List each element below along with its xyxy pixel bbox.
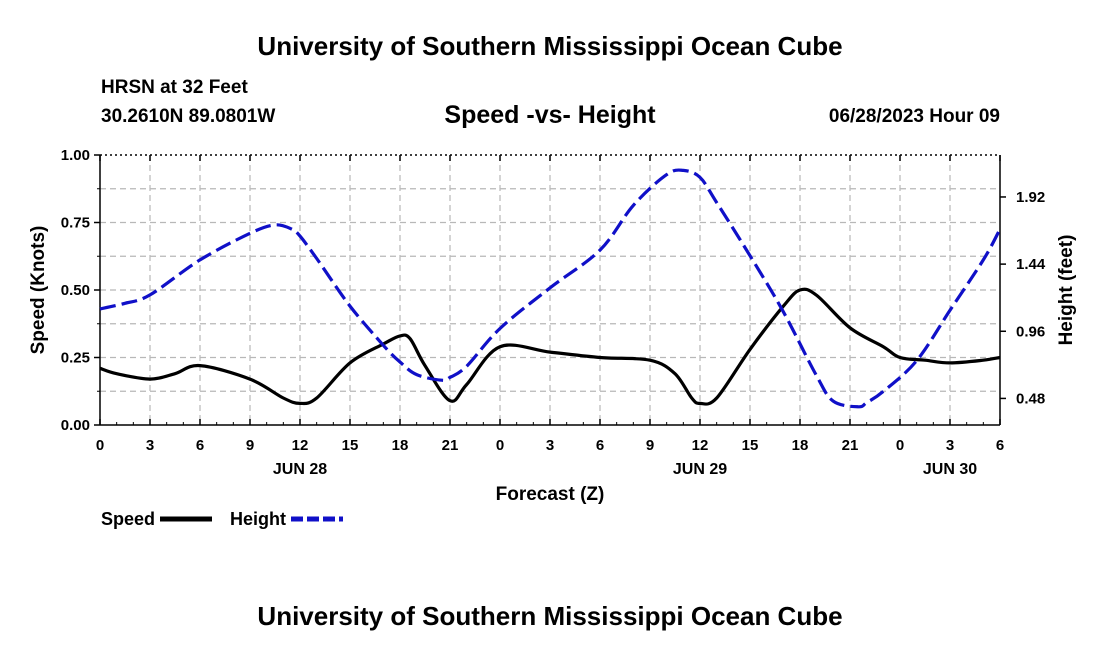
x-tick-label: 3 xyxy=(546,437,554,454)
x-tick-label: 21 xyxy=(442,437,459,454)
y2-tick-label: 1.92 xyxy=(1016,189,1045,206)
y2-tick-label: 0.48 xyxy=(1016,390,1045,407)
x-tick-label: 6 xyxy=(596,437,604,454)
x-day-label: JUN 28 xyxy=(273,461,327,478)
x-tick-label: 15 xyxy=(742,437,759,454)
x-tick-label: 12 xyxy=(292,437,309,454)
y-tick-label: 1.00 xyxy=(61,147,90,164)
x-tick-label: 0 xyxy=(96,437,104,454)
y2-axis-title: Height (feet) xyxy=(1056,235,1077,346)
axes xyxy=(94,154,1006,426)
y-axis-title: Speed (Knots) xyxy=(28,226,49,355)
x-tick-label: 18 xyxy=(392,437,409,454)
station-coordinates: 30.2610N 89.0801W xyxy=(101,106,276,127)
forecast-datetime: 06/28/2023 Hour 09 xyxy=(828,106,1000,127)
x-tick-label: 0 xyxy=(896,437,904,454)
series xyxy=(99,168,1002,409)
x-axis-title: Forecast (Z) xyxy=(496,484,605,505)
x-tick-label: 6 xyxy=(996,437,1004,454)
y-tick-label: 0.25 xyxy=(61,350,90,367)
y2-tick-label: 0.96 xyxy=(1016,323,1045,340)
x-day-label: JUN 30 xyxy=(923,461,977,478)
x-tick-label: 18 xyxy=(792,437,809,454)
x-tick-label: 3 xyxy=(946,437,954,454)
height-series-line xyxy=(99,168,1002,409)
station-label: HRSN at 32 Feet xyxy=(101,77,248,98)
x-tick-label: 9 xyxy=(246,437,254,454)
y-tick-label: 0.50 xyxy=(61,282,90,299)
axis-labels: 0 3 6 9 12 15 18 21 0 3 6 9 12 15 18 21 0 3 6 JUN 28 JUN 29 J… xyxy=(28,147,1077,505)
x-tick-label: 9 xyxy=(646,437,654,454)
chart-title: Speed -vs- Height xyxy=(444,101,656,129)
y-tick-label: 0.00 xyxy=(61,417,90,434)
x-day-label: JUN 29 xyxy=(673,461,727,478)
legend-speed-label: Speed xyxy=(101,509,156,529)
x-tick-label: 3 xyxy=(146,437,154,454)
speed-height-chart: 0 3 6 9 12 15 18 21 0 3 6 9 12 15 18 21 0 3 6 JUN 28 JUN 29 J… xyxy=(28,147,1077,505)
legend-height-label: Height xyxy=(230,509,286,529)
y2-tick-label: 1.44 xyxy=(1016,256,1046,273)
x-tick-label: 21 xyxy=(842,437,859,454)
speed-series-line xyxy=(99,287,1001,406)
footer-title: University of Southern Mississippi Ocean… xyxy=(257,601,843,631)
x-tick-label: 12 xyxy=(692,437,709,454)
x-tick-label: 0 xyxy=(496,437,504,454)
page-title: University of Southern Mississippi Ocean… xyxy=(257,31,843,61)
grid-lines xyxy=(100,155,1000,425)
x-tick-label: 6 xyxy=(196,437,204,454)
x-tick-label: 15 xyxy=(342,437,359,454)
legend-height-swatch xyxy=(291,516,343,522)
y-tick-label: 0.75 xyxy=(61,215,90,232)
legend-speed-swatch xyxy=(160,516,212,522)
